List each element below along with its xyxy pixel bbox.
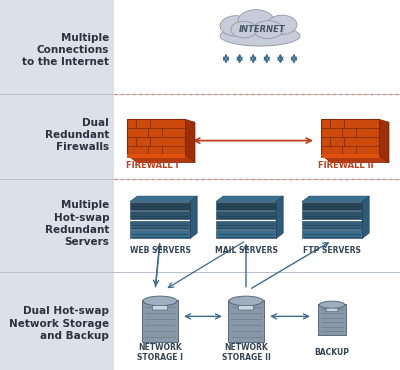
Polygon shape xyxy=(127,155,185,158)
Ellipse shape xyxy=(253,21,283,38)
Polygon shape xyxy=(302,196,369,202)
FancyBboxPatch shape xyxy=(216,202,276,210)
Ellipse shape xyxy=(220,26,300,46)
Polygon shape xyxy=(185,119,195,163)
Text: WEB SERVERS: WEB SERVERS xyxy=(130,246,190,255)
Ellipse shape xyxy=(143,296,177,306)
Polygon shape xyxy=(379,119,389,163)
Text: FIREWALL II: FIREWALL II xyxy=(318,161,374,170)
Polygon shape xyxy=(216,196,283,202)
Ellipse shape xyxy=(220,16,252,36)
FancyBboxPatch shape xyxy=(216,221,276,229)
FancyBboxPatch shape xyxy=(130,221,190,229)
FancyBboxPatch shape xyxy=(326,308,338,312)
Text: INTERNET: INTERNET xyxy=(239,25,285,34)
FancyBboxPatch shape xyxy=(152,306,168,310)
FancyBboxPatch shape xyxy=(142,300,178,342)
Polygon shape xyxy=(321,155,389,163)
FancyBboxPatch shape xyxy=(127,119,185,155)
FancyBboxPatch shape xyxy=(0,0,114,370)
Text: Dual
Redundant
Firewalls: Dual Redundant Firewalls xyxy=(45,118,109,152)
FancyBboxPatch shape xyxy=(228,300,264,342)
Polygon shape xyxy=(321,155,379,158)
Polygon shape xyxy=(362,196,369,239)
FancyBboxPatch shape xyxy=(216,211,276,219)
Text: NETWORK
STORAGE II: NETWORK STORAGE II xyxy=(222,343,270,362)
FancyBboxPatch shape xyxy=(321,119,379,155)
FancyBboxPatch shape xyxy=(216,230,276,238)
FancyBboxPatch shape xyxy=(130,211,190,219)
Text: BACKUP: BACKUP xyxy=(314,348,350,357)
FancyBboxPatch shape xyxy=(302,221,362,229)
Text: FIREWALL I: FIREWALL I xyxy=(126,161,178,170)
Ellipse shape xyxy=(319,301,345,309)
FancyBboxPatch shape xyxy=(318,304,346,336)
Text: FTP SERVERS: FTP SERVERS xyxy=(303,246,361,255)
Polygon shape xyxy=(190,196,197,239)
FancyBboxPatch shape xyxy=(238,306,254,310)
Text: Dual Hot-swap
Network Storage
and Backup: Dual Hot-swap Network Storage and Backup xyxy=(9,306,109,341)
FancyBboxPatch shape xyxy=(130,230,190,238)
Text: Multiple
Connections
to the Internet: Multiple Connections to the Internet xyxy=(22,33,109,67)
Ellipse shape xyxy=(238,10,274,33)
Polygon shape xyxy=(127,155,195,163)
Ellipse shape xyxy=(229,296,263,306)
Text: MAIL SERVERS: MAIL SERVERS xyxy=(214,246,278,255)
Polygon shape xyxy=(130,196,197,202)
FancyBboxPatch shape xyxy=(302,230,362,238)
Polygon shape xyxy=(276,196,283,239)
Text: NETWORK
STORAGE I: NETWORK STORAGE I xyxy=(137,343,183,362)
Ellipse shape xyxy=(267,15,297,34)
FancyBboxPatch shape xyxy=(130,202,190,210)
FancyBboxPatch shape xyxy=(302,211,362,219)
FancyBboxPatch shape xyxy=(302,202,362,210)
Text: Multiple
Hot-swap
Redundant
Servers: Multiple Hot-swap Redundant Servers xyxy=(45,200,109,248)
Ellipse shape xyxy=(231,21,257,38)
